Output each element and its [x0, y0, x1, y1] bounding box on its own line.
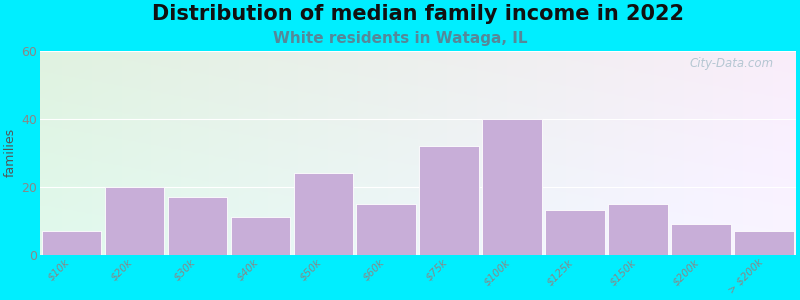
Bar: [42, 231, 102, 254]
Title: Distribution of median family income in 2022: Distribution of median family income in …: [152, 4, 684, 24]
Bar: [357, 204, 416, 254]
Bar: [294, 173, 354, 254]
Text: White residents in Wataga, IL: White residents in Wataga, IL: [273, 32, 527, 46]
Bar: [105, 187, 164, 254]
Bar: [734, 231, 794, 254]
Bar: [482, 119, 542, 254]
Text: City-Data.com: City-Data.com: [689, 57, 773, 70]
Bar: [671, 224, 731, 254]
Y-axis label: families: families: [4, 128, 17, 177]
Bar: [546, 210, 606, 254]
Bar: [609, 204, 668, 254]
Bar: [167, 197, 227, 254]
Bar: [419, 146, 479, 254]
Bar: [230, 217, 290, 254]
